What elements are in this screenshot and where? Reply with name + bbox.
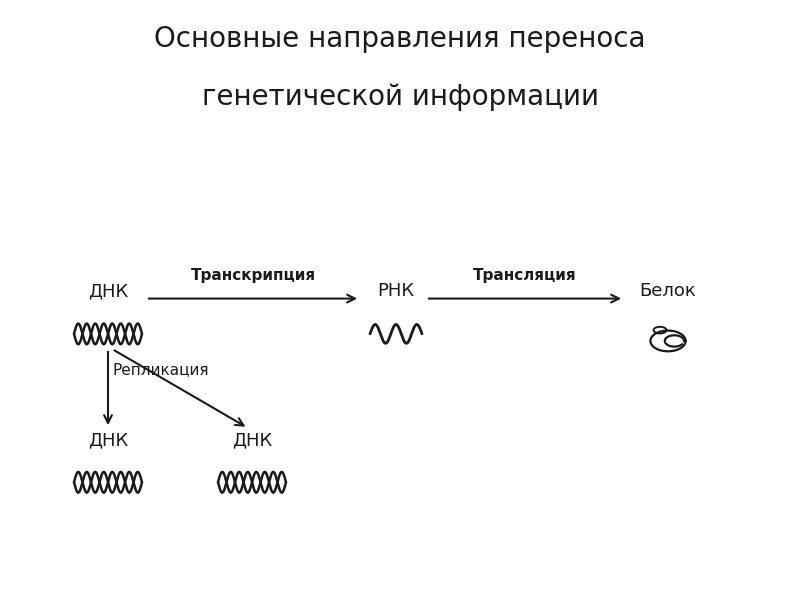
Text: Белок: Белок [640, 283, 696, 301]
Text: ДНК: ДНК [88, 283, 128, 301]
Text: генетической информации: генетической информации [202, 83, 598, 111]
Text: ДНК: ДНК [88, 431, 128, 449]
Text: Транскрипция: Транскрипция [190, 268, 315, 283]
Text: Основные направления переноса: Основные направления переноса [154, 25, 646, 53]
Text: Репликация: Репликация [112, 362, 209, 377]
Text: Трансляция: Трансляция [473, 268, 577, 283]
Text: РНК: РНК [378, 283, 414, 301]
Text: ДНК: ДНК [232, 431, 272, 449]
